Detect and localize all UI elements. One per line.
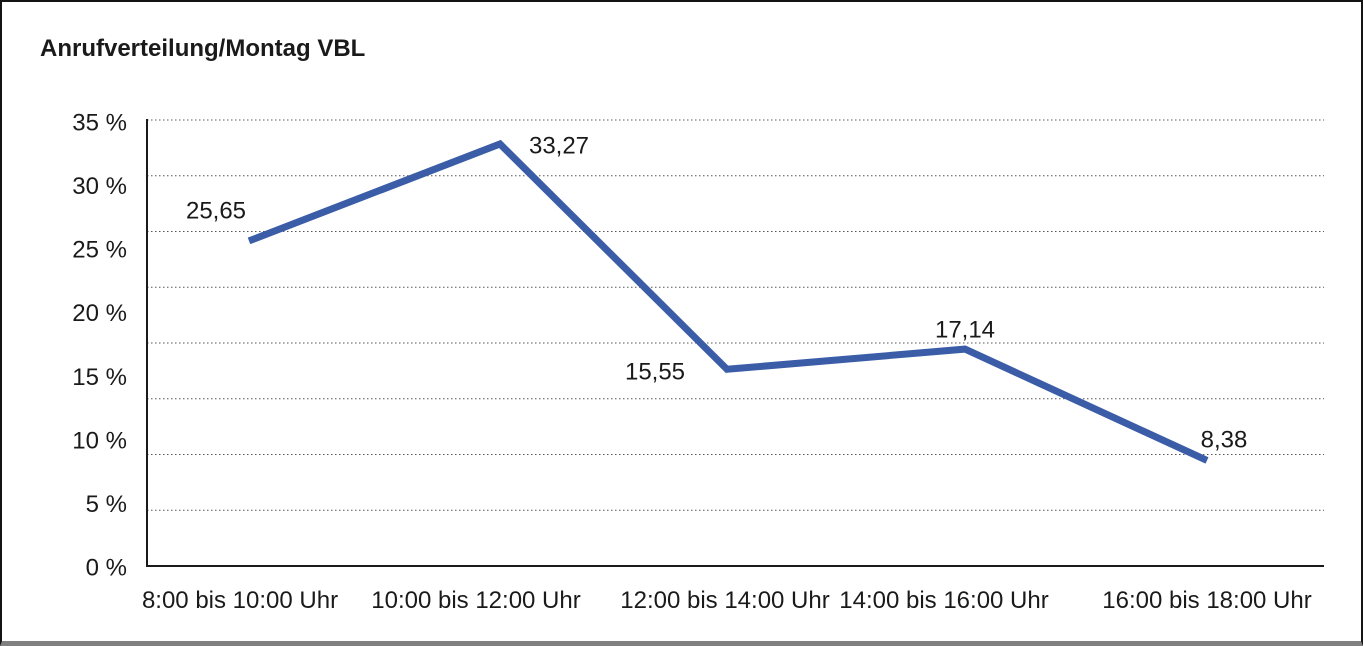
- y-tick-label: 0 %: [86, 555, 127, 582]
- y-tick-label: 25 %: [72, 237, 127, 264]
- chart-title: Anrufverteilung/Montag VBL: [40, 35, 366, 62]
- y-tick-label: 30 %: [72, 173, 127, 200]
- y-tick-label: 5 %: [86, 491, 127, 518]
- y-tick-label: 10 %: [72, 427, 127, 454]
- x-tick-label: 14:00 bis 16:00 Uhr: [839, 587, 1048, 614]
- y-tick-label: 20 %: [72, 300, 127, 327]
- x-tick-label: 8:00 bis 10:00 Uhr: [142, 587, 338, 614]
- value-label: 17,14: [935, 317, 995, 344]
- x-tick-label: 16:00 bis 18:00 Uhr: [1102, 587, 1311, 614]
- value-label: 33,27: [529, 133, 589, 160]
- value-label: 25,65: [186, 198, 246, 225]
- value-label: 15,55: [625, 359, 685, 386]
- y-tick-label: 15 %: [72, 364, 127, 391]
- value-label: 8,38: [1201, 427, 1248, 454]
- x-tick-label: 12:00 bis 14:00 Uhr: [620, 587, 829, 614]
- y-tick-label: 35 %: [72, 110, 127, 137]
- x-tick-label: 10:00 bis 12:00 Uhr: [371, 587, 580, 614]
- data-line: [247, 139, 1209, 464]
